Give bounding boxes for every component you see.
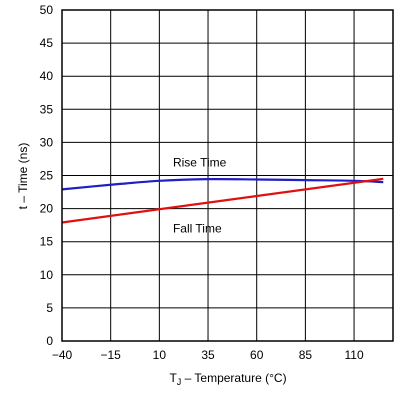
y-tick-label: 5 <box>46 301 53 315</box>
x-tick-label: 60 <box>250 348 264 362</box>
y-tick-label: 15 <box>40 235 54 249</box>
annotation-fall-time: Fall Time <box>173 221 222 235</box>
x-tick-label: −40 <box>52 348 73 362</box>
series-line-rise-time <box>61 177 384 191</box>
y-tick-label: 45 <box>40 36 54 50</box>
series-line-fall-time <box>61 177 384 224</box>
annotations: Rise Time Fall Time <box>173 155 227 235</box>
y-tick-label: 25 <box>40 169 54 183</box>
x-tick-labels: −40 −15 10 35 60 85 110 <box>52 348 364 362</box>
y-tick-label: 20 <box>40 202 54 216</box>
plot-area-frame <box>61 9 394 342</box>
x-tick-label: −15 <box>100 348 121 362</box>
x-tick-label: 85 <box>299 348 313 362</box>
annotation-rise-time: Rise Time <box>173 155 227 169</box>
x-axis-title: TJ – Temperature (°C) <box>169 371 286 387</box>
series-lines <box>61 177 384 224</box>
y-tick-label: 0 <box>46 334 53 348</box>
x-tick-label: 10 <box>153 348 167 362</box>
y-tick-label: 30 <box>40 135 54 149</box>
x-tick-label: 110 <box>344 348 363 362</box>
y-tick-label: 10 <box>40 268 54 282</box>
x-tick-label: 35 <box>201 348 215 362</box>
y-axis-title: t – Time (ns) <box>16 143 30 210</box>
y-tick-label: 35 <box>40 102 54 116</box>
y-tick-label: 40 <box>40 69 54 83</box>
y-tick-label: 50 <box>40 3 54 17</box>
y-tick-labels: 0 5 10 15 20 25 30 35 40 45 50 <box>40 3 54 348</box>
grid <box>61 9 393 342</box>
